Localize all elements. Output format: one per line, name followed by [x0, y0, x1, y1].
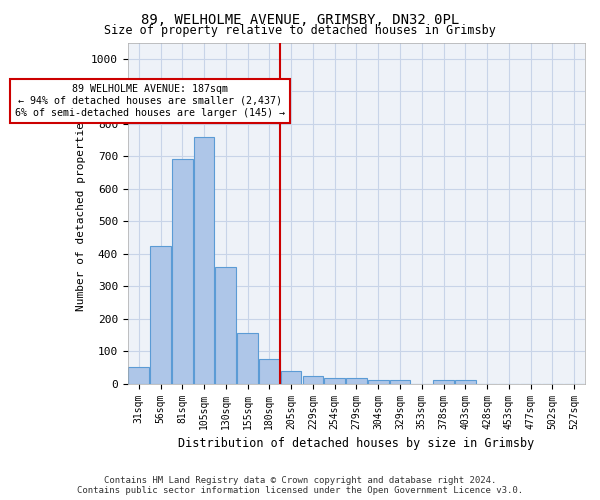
Bar: [237, 334, 258, 384]
Text: 89 WELHOLME AVENUE: 187sqm
← 94% of detached houses are smaller (2,437)
6% of se: 89 WELHOLME AVENUE: 187sqm ← 94% of deta…: [14, 84, 284, 117]
Bar: [259, 360, 280, 384]
Bar: [128, 368, 149, 384]
Bar: [389, 380, 410, 384]
Bar: [433, 380, 454, 384]
Bar: [172, 160, 193, 384]
Bar: [368, 380, 389, 384]
Bar: [215, 266, 236, 384]
Y-axis label: Number of detached properties: Number of detached properties: [76, 115, 86, 311]
Text: Contains HM Land Registry data © Crown copyright and database right 2024.
Contai: Contains HM Land Registry data © Crown c…: [77, 476, 523, 495]
Bar: [194, 136, 214, 384]
Bar: [346, 378, 367, 384]
X-axis label: Distribution of detached houses by size in Grimsby: Distribution of detached houses by size …: [178, 437, 535, 450]
Bar: [455, 380, 476, 384]
Bar: [302, 376, 323, 384]
Bar: [325, 378, 345, 384]
Bar: [150, 246, 171, 384]
Bar: [281, 370, 301, 384]
Text: 89, WELHOLME AVENUE, GRIMSBY, DN32 0PL: 89, WELHOLME AVENUE, GRIMSBY, DN32 0PL: [141, 12, 459, 26]
Text: Size of property relative to detached houses in Grimsby: Size of property relative to detached ho…: [104, 24, 496, 37]
